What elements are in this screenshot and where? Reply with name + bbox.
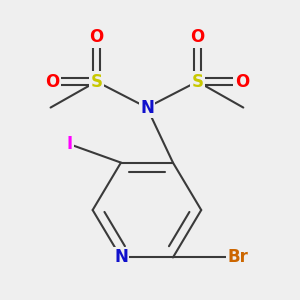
Text: I: I [67, 135, 73, 153]
Text: O: O [190, 28, 205, 46]
Text: O: O [89, 28, 103, 46]
Text: O: O [235, 73, 249, 91]
Text: N: N [114, 248, 128, 266]
Text: S: S [191, 73, 203, 91]
Text: Br: Br [227, 248, 248, 266]
Text: S: S [91, 73, 103, 91]
Text: N: N [140, 99, 154, 117]
Text: O: O [45, 73, 59, 91]
